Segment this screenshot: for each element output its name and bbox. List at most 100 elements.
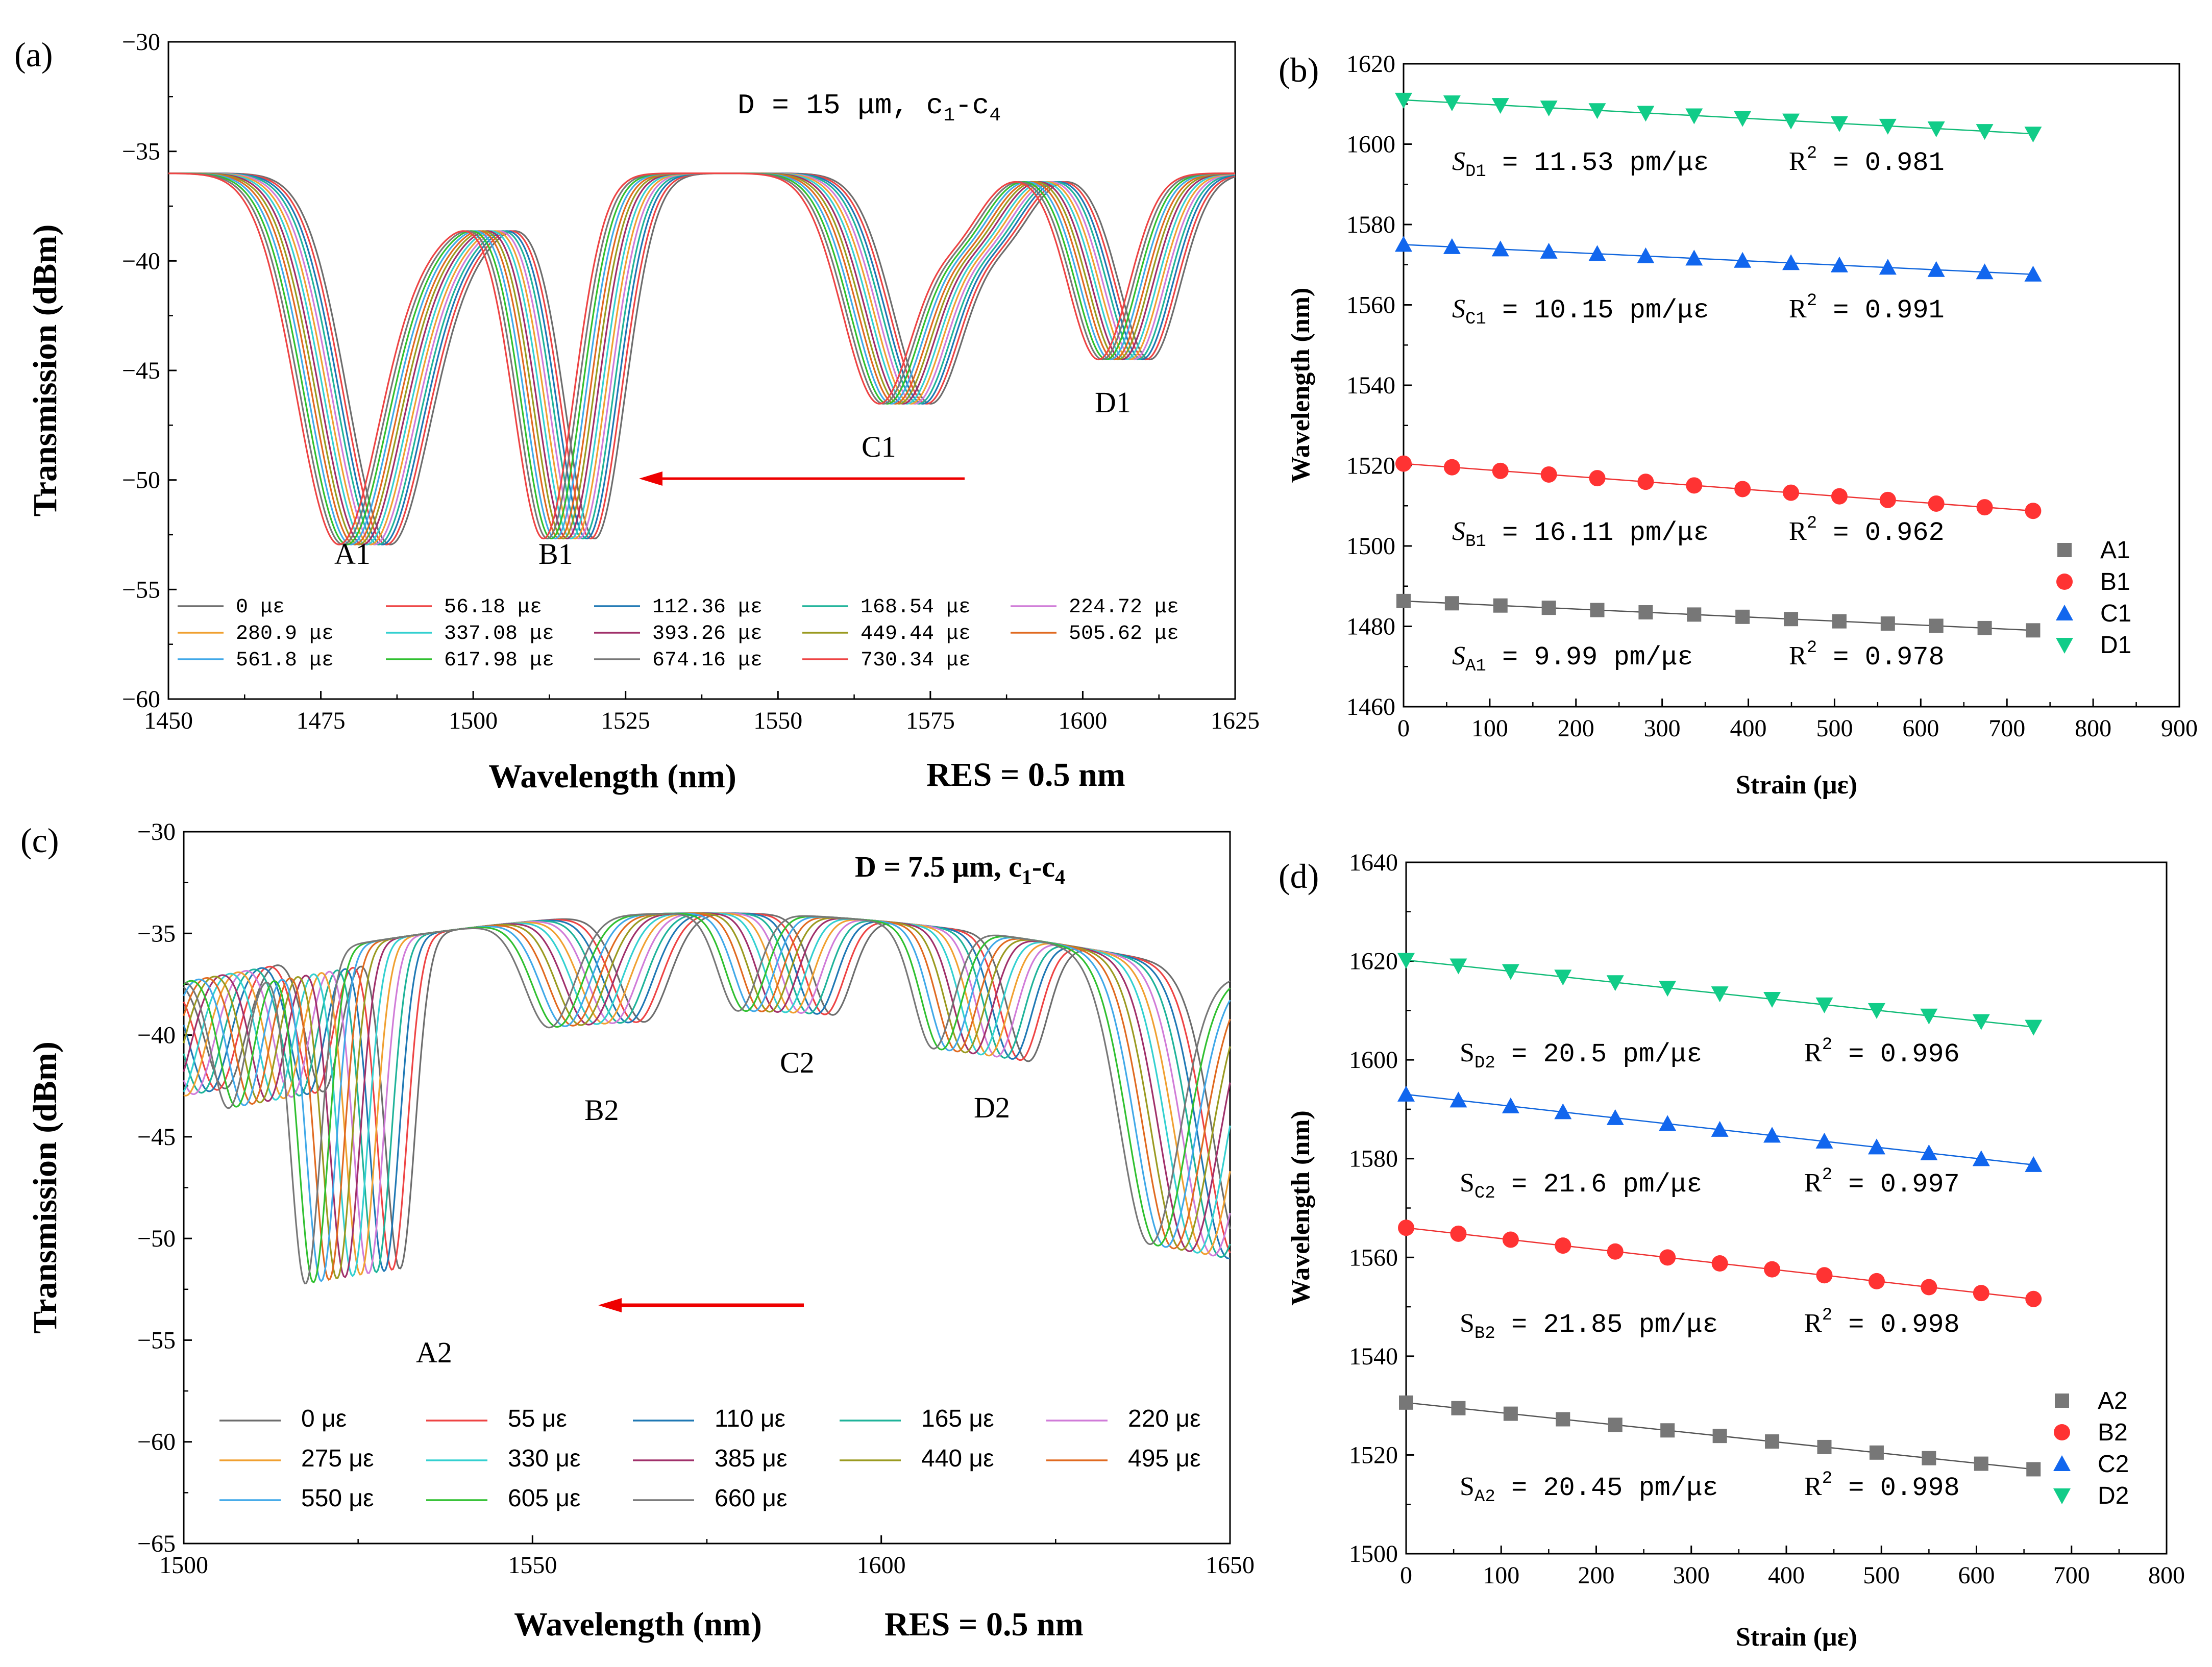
y-tick-label-d: 1580 (1349, 1146, 1398, 1173)
sensitivity-label-B1: SB1 = 16.11 pm/με (1452, 517, 1709, 552)
legend-marker-D1 (2056, 638, 2073, 654)
data-point-C2 (1711, 1121, 1729, 1137)
data-point-B2 (1973, 1285, 1989, 1302)
data-point-B2 (1398, 1220, 1414, 1236)
sensitivity-value-C2: = 21.6 pm/με (1495, 1170, 1703, 1200)
legend-label-a: 280.9 με (236, 623, 334, 645)
r-squared-superscript-B2: 2 (1822, 1306, 1832, 1325)
data-point-C2 (1867, 1138, 1885, 1155)
sensitivity-subscript-A1: A1 (1465, 657, 1486, 676)
y-tick-label-d: 1540 (1349, 1343, 1398, 1370)
x-tick-label-d: 800 (2148, 1562, 2185, 1589)
data-point-A1 (1590, 603, 1605, 617)
r-squared-superscript-B1: 2 (1807, 514, 1817, 533)
sensitivity-symbol-D1: S (1452, 147, 1465, 176)
data-point-D1 (1637, 106, 1655, 122)
sensitivity-label-D2: SD2 = 20.5 pm/με (1460, 1038, 1702, 1073)
data-point-B1 (1976, 499, 1993, 516)
sensitivity-label-D1: SD1 = 11.53 pm/με (1452, 147, 1709, 182)
sensitivity-subscript-D2: D2 (1474, 1054, 1495, 1073)
r-squared-symbol-D2: R (1804, 1038, 1822, 1067)
x-tick-label-a: 1500 (449, 707, 498, 734)
legend-label-a: 112.36 με (652, 596, 763, 619)
data-point-C2 (1397, 1085, 1415, 1102)
legend-label-a: 168.54 με (861, 596, 971, 619)
y-tick-label-b: 1540 (1346, 372, 1395, 399)
legend-label-c: 0 με (301, 1405, 347, 1432)
data-point-B1 (1686, 477, 1703, 494)
data-point-C2 (1449, 1091, 1467, 1108)
x-tick-label-d: 700 (2053, 1562, 2090, 1589)
y-tick-label-c: −45 (137, 1124, 176, 1151)
x-tick-label-b: 800 (2075, 715, 2111, 742)
peak-label-c1: C1 (862, 430, 896, 463)
data-point-D1 (1927, 121, 1945, 137)
data-point-D1 (1782, 113, 1800, 130)
legend-marker-A2 (2055, 1394, 2069, 1408)
legend-label-A2: A2 (2098, 1387, 2128, 1414)
x-tick-label-d: 400 (1768, 1562, 1805, 1589)
annotation-a-main: D = 15 μm, c (738, 89, 943, 122)
annotation-a-dash: -c (955, 89, 989, 122)
legend-label-a: 56.18 με (444, 596, 542, 619)
annotation-c-sub1: 1 (1022, 865, 1032, 888)
data-point-D2 (1502, 964, 1519, 980)
data-point-A1 (1929, 618, 1944, 633)
y-tick-label-b: 1480 (1346, 613, 1395, 640)
r-squared-value-B2: = 0.998 (1832, 1310, 1960, 1340)
data-point-C1 (2024, 265, 2042, 282)
data-point-C1 (1685, 250, 1703, 266)
r-squared-label-B2: R2 = 0.998 (1804, 1306, 1960, 1340)
legend-label-c: 220 με (1128, 1405, 1200, 1432)
data-point-A1 (1977, 620, 1992, 635)
data-point-B1 (1395, 455, 1412, 472)
sensitivity-subscript-D1: D1 (1465, 162, 1486, 182)
y-axis-title-b: Wavelength (nm) (1286, 288, 1315, 483)
legend-label-c: 440 με (921, 1445, 994, 1472)
r-squared-symbol-A2: R (1804, 1472, 1822, 1501)
legend-label-c: 550 με (301, 1485, 374, 1512)
data-point-A1 (1784, 612, 1799, 627)
y-tick-label-a: −50 (122, 467, 160, 494)
plot-a: 1450 1475 1500 1525 1550 1575 1600 1625 −60 −55 −5… (27, 29, 1260, 795)
legend-label-a: 449.44 με (861, 623, 971, 645)
panel-label-d: (d) (1279, 857, 1319, 895)
x-tick-label-b: 500 (1816, 715, 1853, 742)
legend-marker-C1 (2056, 605, 2073, 620)
sensitivity-value-A2: = 20.45 pm/με (1495, 1473, 1718, 1503)
r-squared-superscript-D1: 2 (1807, 144, 1817, 163)
annotation-c-dash: -c (1032, 850, 1055, 883)
legend-label-C2: C2 (2098, 1451, 2129, 1478)
res-label-c: RES = 0.5 nm (884, 1606, 1084, 1643)
data-point-D2 (1867, 1003, 1885, 1019)
y-tick-label-b: 1520 (1346, 453, 1395, 480)
x-tick-label-d: 0 (1400, 1562, 1412, 1589)
annotation-a-sub1: 1 (943, 105, 955, 127)
legend-label-a: 393.26 με (652, 623, 763, 645)
r-squared-label-D2: R2 = 0.996 (1804, 1035, 1960, 1069)
sensitivity-symbol-B1: S (1452, 517, 1465, 546)
data-point-D2 (1554, 969, 1572, 986)
r-squared-symbol-D1: R (1789, 147, 1807, 176)
data-point-B1 (1734, 481, 1751, 497)
r-squared-label-B1: R2 = 0.962 (1789, 514, 1945, 548)
data-point-A2 (1451, 1401, 1466, 1415)
legend-label-a: 337.08 με (444, 623, 554, 645)
r-squared-symbol-B2: R (1804, 1309, 1822, 1338)
fit-line-A1 (1403, 600, 2033, 631)
data-point-A1 (1687, 607, 1702, 622)
y-tick-label-a: −35 (122, 138, 160, 165)
y-tick-label-c: −65 (137, 1530, 176, 1557)
x-tick-label-d: 100 (1483, 1562, 1519, 1589)
data-point-D2 (1711, 986, 1729, 1003)
y-tick-label-c: −40 (137, 1022, 176, 1049)
x-axis-title-c: Wavelength (nm) (514, 1606, 762, 1643)
data-point-D1 (1491, 98, 1509, 114)
legend-label-a: 561.8 με (236, 649, 334, 672)
data-point-C1 (1637, 247, 1655, 263)
x-axis-title-d: Strain (με) (1736, 1623, 1857, 1652)
r-squared-superscript-D2: 2 (1822, 1035, 1832, 1055)
x-tick-label-c: 1550 (508, 1552, 557, 1579)
legend-label-a: 224.72 με (1069, 596, 1179, 619)
legend-marker-B1 (2056, 574, 2073, 590)
